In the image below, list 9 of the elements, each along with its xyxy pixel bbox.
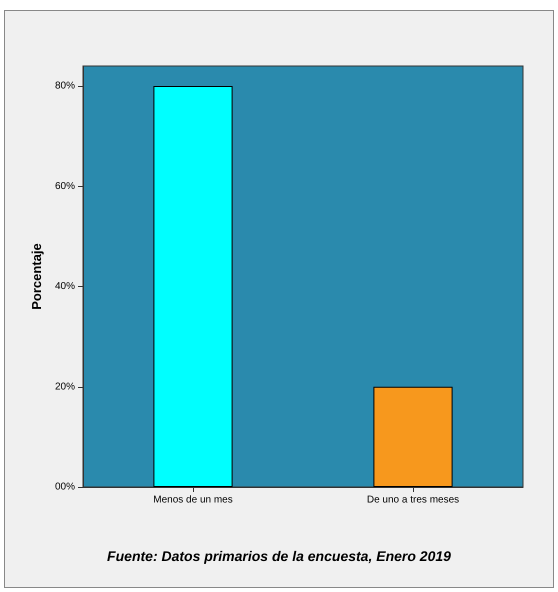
source-note: Fuente: Datos primarios de la encuesta, Enero 2019 xyxy=(107,548,452,564)
y-tick-label: 40% xyxy=(54,281,76,292)
y-tick-label: 20% xyxy=(54,381,76,392)
y-tick-label: 80% xyxy=(54,80,76,92)
y-tick-label: 00% xyxy=(54,482,76,492)
x-tick-label: De uno a tres meses xyxy=(366,494,460,506)
x-tick-label: Menos de un mes xyxy=(153,494,233,506)
y-axis-title: Porcentaje xyxy=(29,243,44,310)
y-tick-label: 60% xyxy=(54,180,76,192)
